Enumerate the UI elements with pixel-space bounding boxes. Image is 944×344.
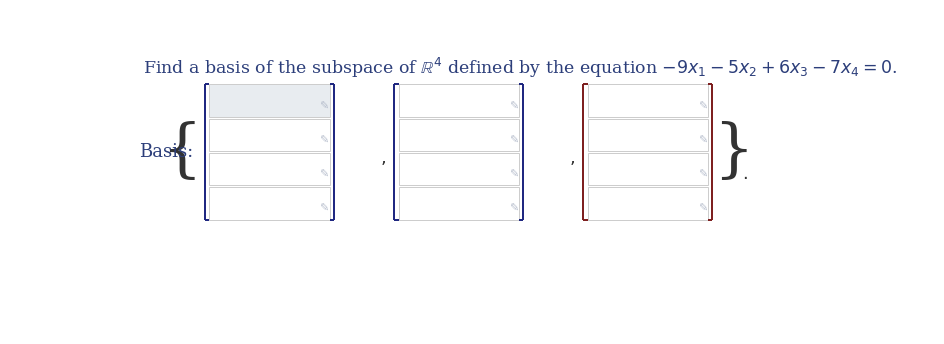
Text: ✎: ✎ [698, 101, 707, 111]
FancyBboxPatch shape [210, 187, 329, 219]
Text: Find a basis of the subspace of $\mathbb{R}^4$ defined by the equation $-9x_1 - : Find a basis of the subspace of $\mathbb… [143, 56, 897, 80]
FancyBboxPatch shape [398, 153, 518, 185]
Text: ✎: ✎ [509, 170, 518, 180]
Text: ,: , [569, 149, 575, 167]
Text: ✎: ✎ [509, 204, 518, 214]
Text: ,: , [380, 149, 386, 167]
Text: ✎: ✎ [319, 136, 329, 146]
Text: {: { [161, 121, 202, 183]
FancyBboxPatch shape [398, 119, 518, 151]
FancyBboxPatch shape [588, 153, 708, 185]
Text: ✎: ✎ [509, 101, 518, 111]
FancyBboxPatch shape [588, 187, 708, 219]
Text: ✎: ✎ [319, 101, 329, 111]
Text: .: . [742, 164, 748, 183]
FancyBboxPatch shape [588, 84, 708, 117]
Text: Basis:: Basis: [139, 143, 194, 161]
Text: ✎: ✎ [319, 170, 329, 180]
Text: }: } [713, 121, 753, 183]
FancyBboxPatch shape [398, 84, 518, 117]
FancyBboxPatch shape [210, 153, 329, 185]
FancyBboxPatch shape [588, 119, 708, 151]
Text: ✎: ✎ [698, 136, 707, 146]
Text: ✎: ✎ [319, 204, 329, 214]
FancyBboxPatch shape [398, 187, 518, 219]
Text: ✎: ✎ [698, 204, 707, 214]
FancyBboxPatch shape [210, 84, 329, 117]
FancyBboxPatch shape [210, 119, 329, 151]
Text: ✎: ✎ [698, 170, 707, 180]
Text: ✎: ✎ [509, 136, 518, 146]
